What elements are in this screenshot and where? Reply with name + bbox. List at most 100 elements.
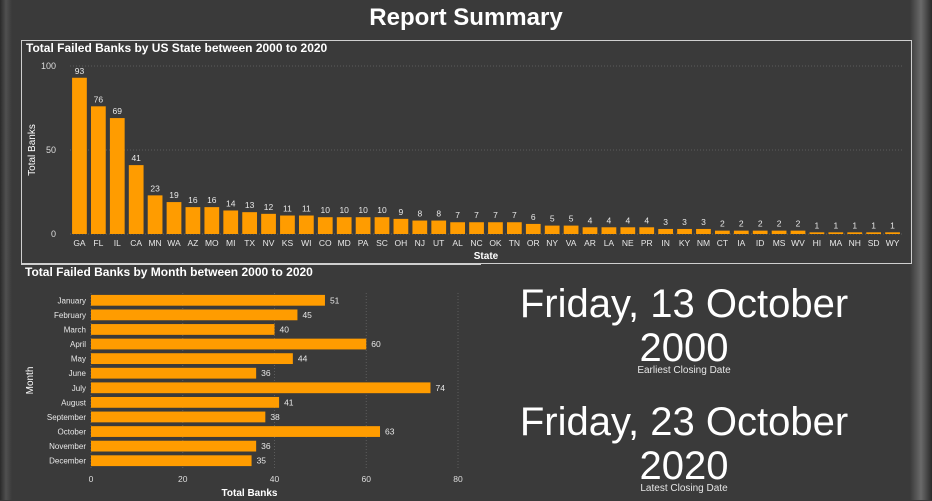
month-bar-chart: 0 20 40 60 80 51 January 45 February 40 March 60 Apr… <box>25 293 463 499</box>
state-value-label: 10 <box>377 205 387 215</box>
state-value-label: 4 <box>625 215 630 225</box>
state-value-label: 10 <box>339 205 349 215</box>
state-value-label: 16 <box>207 195 217 205</box>
report-title: Report Summary <box>369 4 563 31</box>
month-bar <box>91 338 367 350</box>
state-tick-label: WY <box>886 238 900 248</box>
month-value-label: 63 <box>385 427 395 437</box>
state-bar <box>677 228 692 234</box>
state-tick-label: TX <box>244 238 255 248</box>
month-y-axis-label: Month <box>25 367 36 395</box>
x-tick-label: 80 <box>453 474 463 484</box>
state-tick-label: MA <box>829 238 842 248</box>
state-tick-label: CT <box>717 238 728 248</box>
state-tick-label: NH <box>849 238 861 248</box>
state-tick-label: AR <box>584 238 596 248</box>
state-value-label: 4 <box>644 215 649 225</box>
state-value-label: 23 <box>150 183 160 193</box>
state-bar <box>563 225 579 234</box>
state-bar <box>336 217 352 234</box>
state-value-label: 4 <box>607 215 612 225</box>
state-value-label: 2 <box>777 219 782 229</box>
state-bar <box>317 217 333 234</box>
state-bar <box>601 227 617 234</box>
state-bar <box>525 223 541 234</box>
state-value-label: 11 <box>302 204 311 214</box>
month-bar <box>91 455 252 467</box>
month-value-label: 36 <box>261 441 271 451</box>
state-value-label: 2 <box>758 219 763 229</box>
state-value-label: 5 <box>569 214 574 224</box>
month-value-label: 44 <box>298 354 308 364</box>
state-bar <box>450 222 466 234</box>
state-value-label: 1 <box>852 220 857 230</box>
state-tick-label: KY <box>679 238 691 248</box>
state-bar <box>488 222 503 234</box>
state-value-label: 10 <box>321 205 331 215</box>
earliest-closing-date: Friday, 13 October 2000 <box>519 282 849 370</box>
state-value-label: 69 <box>113 106 123 116</box>
state-value-label: 7 <box>474 210 479 220</box>
state-value-label: 1 <box>833 220 838 230</box>
state-tick-label: HI <box>813 238 822 248</box>
state-bar <box>733 230 749 234</box>
month-tick-label: July <box>72 384 86 393</box>
state-bar <box>809 232 825 234</box>
state-tick-label: UT <box>433 238 444 248</box>
y-tick-label: 50 <box>46 145 56 155</box>
state-tick-label: MD <box>338 238 351 248</box>
state-tick-label: LA <box>604 238 615 248</box>
state-tick-label: AL <box>452 238 463 248</box>
state-value-label: 1 <box>890 220 895 230</box>
state-tick-label: CA <box>130 238 142 248</box>
month-tick-label: October <box>58 428 87 437</box>
state-tick-label: ID <box>756 238 765 248</box>
x-tick-label: 40 <box>270 474 280 484</box>
month-value-label: 45 <box>302 310 312 320</box>
month-bar <box>91 309 298 321</box>
state-tick-label: NE <box>622 238 634 248</box>
state-value-label: 2 <box>720 219 725 229</box>
earliest-closing-label: Earliest Closing Date <box>637 365 731 376</box>
month-bar <box>91 396 280 408</box>
month-tick-label: June <box>69 369 87 378</box>
x-tick-label: 20 <box>178 474 188 484</box>
state-bar <box>204 207 220 234</box>
state-tick-label: IN <box>661 238 670 248</box>
month-bar <box>91 411 266 423</box>
y-tick-label: 0 <box>51 229 56 239</box>
state-value-label: 8 <box>436 209 441 219</box>
state-tick-label: WA <box>167 238 181 248</box>
state-value-label: 3 <box>682 217 687 227</box>
month-bar <box>91 367 257 379</box>
month-value-label: 40 <box>280 324 290 334</box>
state-bar <box>506 222 522 234</box>
state-bar <box>261 213 276 234</box>
state-value-label: 1 <box>815 220 820 230</box>
state-bar <box>639 227 655 234</box>
state-bar <box>885 232 900 234</box>
state-value-label: 7 <box>493 210 498 220</box>
state-bar <box>828 232 844 234</box>
state-tick-label: AZ <box>187 238 198 248</box>
state-tick-label: MS <box>773 238 786 248</box>
state-value-label: 10 <box>358 205 368 215</box>
state-bar <box>771 230 787 234</box>
state-bar <box>374 217 390 234</box>
latest-closing-date: Friday, 23 October 2020 <box>519 400 849 488</box>
right-frame-edge <box>910 0 932 500</box>
state-value-label: 3 <box>663 217 668 227</box>
state-bar <box>412 220 428 234</box>
state-value-label: 9 <box>399 207 404 217</box>
state-tick-label: OK <box>489 238 502 248</box>
state-value-label: 1 <box>871 220 876 230</box>
state-tick-label: NM <box>697 238 710 248</box>
month-bar <box>91 294 325 306</box>
state-value-label: 2 <box>796 219 801 229</box>
state-bar <box>166 202 182 234</box>
state-value-label: 6 <box>531 212 536 222</box>
state-value-label: 11 <box>283 204 292 214</box>
latest-closing-label: Latest Closing Date <box>640 483 728 494</box>
state-x-axis-label: State <box>474 251 499 262</box>
